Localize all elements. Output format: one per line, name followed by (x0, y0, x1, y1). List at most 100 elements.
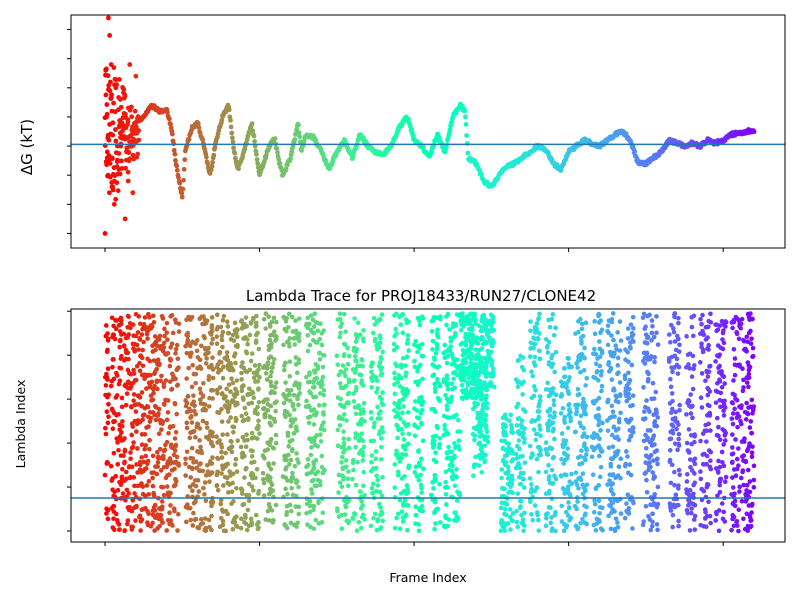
lambda-point (318, 439, 324, 444)
lambda-point (350, 476, 355, 482)
lambda-point (616, 464, 622, 469)
lambda-point (519, 418, 525, 424)
lambda-point (256, 399, 262, 405)
lambda-point (334, 353, 340, 359)
lambda-point (470, 473, 476, 478)
lambda-point (655, 484, 661, 490)
lambda-point (515, 491, 521, 496)
delta-g-point (104, 149, 110, 155)
delta-g-point (232, 150, 238, 156)
lambda-point (372, 322, 378, 327)
lambda-point (134, 503, 139, 509)
lambda-point (168, 521, 173, 527)
delta-g-panel: ΔG (kT) (18, 14, 786, 252)
lambda-point (113, 395, 119, 400)
lambda-point (146, 478, 152, 484)
lambda-point (164, 320, 170, 326)
delta-g-point (632, 149, 638, 155)
lambda-point (172, 448, 178, 453)
lambda-point (318, 321, 323, 326)
lambda-point (197, 316, 203, 322)
delta-g-point (113, 138, 119, 144)
lambda-point (474, 394, 479, 399)
lambda-point (187, 464, 192, 470)
lambda-point (121, 343, 127, 348)
lambda-point (135, 330, 141, 335)
lambda-point (156, 337, 162, 342)
lambda-point (353, 367, 359, 372)
lambda-point (699, 405, 705, 410)
lambda-point (128, 450, 133, 455)
lambda-point (191, 393, 196, 398)
lambda-point (503, 470, 508, 476)
delta-g-point (181, 166, 187, 172)
lambda-point (310, 385, 316, 390)
lambda-point (615, 363, 621, 368)
lambda-point (652, 419, 658, 424)
lambda-point (265, 360, 271, 366)
lambda-point (563, 438, 569, 444)
lambda-point (273, 338, 278, 343)
lambda-point (378, 444, 384, 450)
lambda-point (117, 329, 123, 334)
lambda-point (444, 502, 449, 507)
lambda-point (231, 353, 237, 359)
lambda-point (130, 498, 136, 503)
delta-g-point (135, 151, 141, 157)
lambda-point (335, 362, 341, 367)
lambda-point (522, 436, 527, 442)
lambda-point (692, 480, 698, 486)
lambda-point (265, 473, 271, 479)
lambda-point (174, 411, 180, 417)
lambda-point (219, 449, 224, 455)
lambda-point (249, 453, 255, 459)
lambda-point (140, 484, 146, 489)
lambda-point (613, 393, 619, 399)
lambda-point (304, 471, 310, 477)
lambda-point (478, 456, 483, 461)
lambda-point (607, 478, 612, 483)
lambda-point (120, 466, 125, 472)
lambda-panel: Lambda Trace for PROJ18433/RUN27/CLONE42… (13, 287, 786, 585)
lambda-point (159, 373, 164, 379)
lambda-point (580, 482, 586, 488)
lambda-point (343, 367, 349, 372)
lambda-point (707, 413, 713, 418)
lambda-point (532, 341, 537, 347)
lambda-point (118, 482, 124, 488)
lambda-point (536, 348, 542, 354)
lambda-point (377, 360, 383, 365)
lambda-point (430, 373, 435, 379)
lambda-point (151, 358, 157, 363)
lambda-point (374, 390, 379, 395)
lambda-point (537, 356, 543, 362)
lambda-point (191, 510, 196, 516)
lambda-point (392, 462, 398, 467)
lambda-point (429, 406, 434, 412)
lambda-point (701, 488, 707, 494)
lambda-point (566, 402, 571, 408)
lambda-point (225, 480, 230, 486)
lambda-point (311, 422, 317, 427)
lambda-point (149, 379, 155, 385)
lambda-point (708, 449, 714, 455)
lambda-point (194, 337, 200, 343)
delta-g-point (113, 85, 119, 91)
lambda-point (202, 480, 208, 485)
delta-g-point (136, 137, 142, 143)
delta-g-point (109, 92, 114, 98)
lambda-point (700, 312, 705, 318)
lambda-point (644, 489, 650, 495)
lambda-point (312, 311, 318, 316)
lambda-point (612, 414, 617, 419)
lambda-point (133, 409, 139, 414)
lambda-point (146, 414, 151, 420)
lambda-point (309, 445, 314, 450)
lambda-point (430, 438, 436, 443)
lambda-point (166, 472, 172, 477)
lambda-point (412, 433, 418, 439)
lambda-point (593, 352, 599, 357)
lambda-point (676, 315, 681, 321)
lambda-point (354, 347, 360, 352)
lambda-point (543, 523, 549, 529)
